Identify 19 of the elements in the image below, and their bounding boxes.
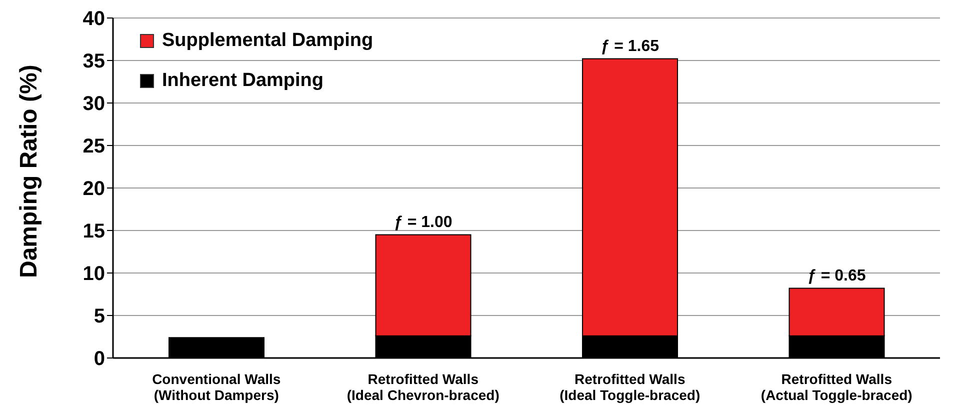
y-tick-label: 35 [82, 50, 105, 73]
y-tick-label: 25 [82, 136, 105, 158]
y-tick-label: 40 [82, 8, 105, 30]
y-tick-label: 15 [82, 220, 105, 243]
annotation: ƒ = 1.00 [394, 214, 452, 231]
legend-label: Inherent Damping [162, 70, 324, 92]
x-tick-label: Retrofitted Walls (Actual Toggle-braced) [760, 371, 912, 403]
annotation: ƒ = 0.65 [807, 267, 866, 284]
y-tick-label: 10 [82, 263, 105, 286]
x-tick-label: Retrofitted Walls (Ideal Toggle-braced) [560, 371, 700, 403]
x-tick-label: Retrofitted Walls (Ideal Chevron-braced) [346, 371, 500, 403]
y-tick-label: 20 [82, 178, 105, 200]
y-tick-label: 0 [94, 348, 105, 370]
annotation: ƒ = 1.65 [600, 38, 660, 55]
y-tick-label: 5 [94, 306, 105, 328]
legend-label: Supplemental Damping [162, 30, 374, 52]
x-tick-label: Conventional Walls (Without Dampers) [152, 371, 281, 403]
y-tick-label: 30 [82, 93, 105, 116]
y-axis-title: Damping Ratio (%) [16, 64, 43, 278]
